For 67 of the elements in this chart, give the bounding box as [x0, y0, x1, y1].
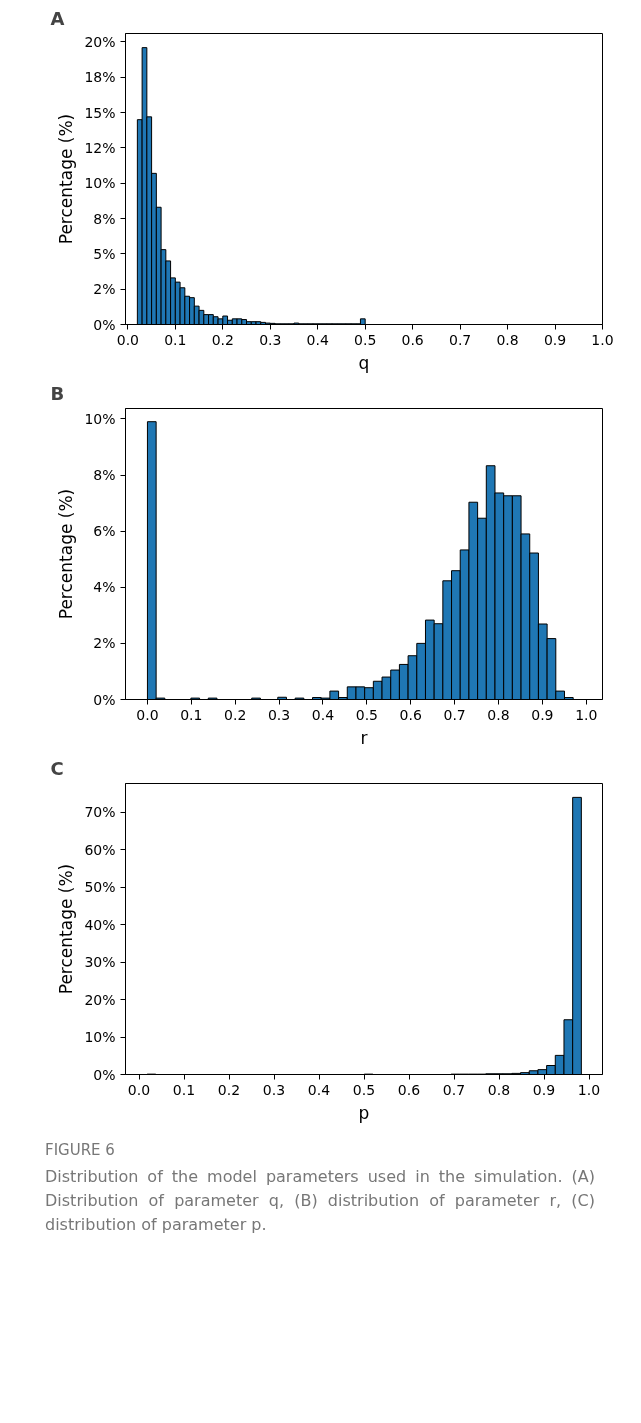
x-axis-title: p — [358, 1102, 370, 1123]
x-axis-title: r — [360, 727, 368, 748]
y-tick-label: 70% — [84, 804, 116, 820]
chart-title: A — [50, 7, 65, 29]
y-tick-label: 0% — [93, 1066, 116, 1083]
y-tick-label: 18% — [84, 69, 116, 86]
x-tick-label: 0.5 — [355, 706, 378, 723]
x-tick-label: 0.0 — [136, 706, 159, 723]
x-tick-label: 0.8 — [487, 1081, 511, 1098]
x-axis-title: q — [358, 352, 370, 373]
x-tick-label: 0.6 — [399, 706, 422, 723]
x-tick-label: 0.7 — [448, 331, 472, 348]
y-tick-label: 8% — [93, 467, 116, 484]
y-tick-label: 20% — [84, 33, 116, 50]
x-tick-label: 0.3 — [259, 331, 282, 348]
x-tick-label: 0.7 — [442, 1081, 466, 1098]
y-tick-label: 50% — [84, 879, 116, 895]
x-tick-label: 0.6 — [401, 331, 424, 348]
x-tick-label: 0.1 — [180, 706, 203, 723]
chart-title: B — [50, 382, 65, 404]
x-tick-label: 0.6 — [397, 1081, 421, 1098]
x-tick-label: 0.2 — [224, 706, 247, 723]
x-tick-label: 0.9 — [531, 706, 554, 723]
x-tick-label: 0.9 — [543, 331, 567, 348]
x-tick-label: 0.8 — [496, 331, 519, 348]
x-tick-label: 1.0 — [577, 1081, 601, 1098]
y-tick-label: 10% — [84, 175, 116, 192]
y-tick-label: 15% — [84, 104, 116, 121]
y-tick-label: 0% — [93, 691, 116, 708]
y-tick-label: 20% — [84, 991, 116, 1008]
x-tick-label: 0.9 — [532, 1081, 556, 1098]
y-tick-label: 10% — [84, 1029, 116, 1045]
x-tick-label: 0.1 — [164, 331, 187, 348]
y-tick-label: 4% — [93, 579, 116, 596]
text: Distribution of the model parameters used in the simulation. (A) Distribution of parameter q, (B) distribution of parameter r, (C) distribution of parameter p. — [45, 1166, 595, 1237]
y-axis-title: Percentage (%) — [56, 113, 77, 245]
x-tick-label: 0.4 — [311, 706, 335, 723]
y-axis-title: Percentage (%) — [56, 488, 77, 620]
x-tick-label: 1.0 — [591, 331, 614, 348]
x-tick-label: 0.5 — [354, 331, 377, 348]
x-tick-label: 0.0 — [116, 331, 140, 348]
x-tick-label: 0.8 — [487, 706, 510, 723]
x-tick-label: 0.4 — [307, 1081, 331, 1098]
y-tick-label: 5% — [93, 245, 116, 262]
x-tick-label: 0.1 — [172, 1081, 196, 1098]
x-tick-label: 0.4 — [306, 331, 329, 348]
x-tick-label: 0.2 — [217, 1081, 241, 1098]
x-tick-label: 0.5 — [352, 1081, 376, 1098]
y-tick-label: 6% — [93, 523, 116, 540]
y-tick-label: 2% — [93, 281, 116, 298]
y-tick-label: 30% — [84, 954, 116, 970]
y-tick-label: 2% — [93, 635, 116, 652]
y-tick-label: 0% — [93, 316, 116, 333]
y-axis-title: Percentage (%) — [56, 863, 77, 995]
x-tick-label: 1.0 — [575, 706, 598, 723]
y-tick-label: 40% — [84, 916, 116, 933]
y-tick-label: 8% — [93, 210, 116, 227]
x-tick-label: 0.3 — [262, 1081, 286, 1098]
y-tick-label: 12% — [84, 139, 116, 156]
x-tick-label: 0.2 — [211, 331, 234, 348]
x-tick-label: 0.0 — [127, 1081, 151, 1098]
y-tick-label: 60% — [84, 841, 116, 858]
caption: FIGURE 6 — [45, 1140, 116, 1161]
y-tick-label: 10% — [84, 410, 116, 427]
x-tick-label: 0.3 — [267, 706, 291, 723]
chart-title: C — [50, 757, 64, 779]
x-tick-label: 0.7 — [443, 706, 466, 723]
